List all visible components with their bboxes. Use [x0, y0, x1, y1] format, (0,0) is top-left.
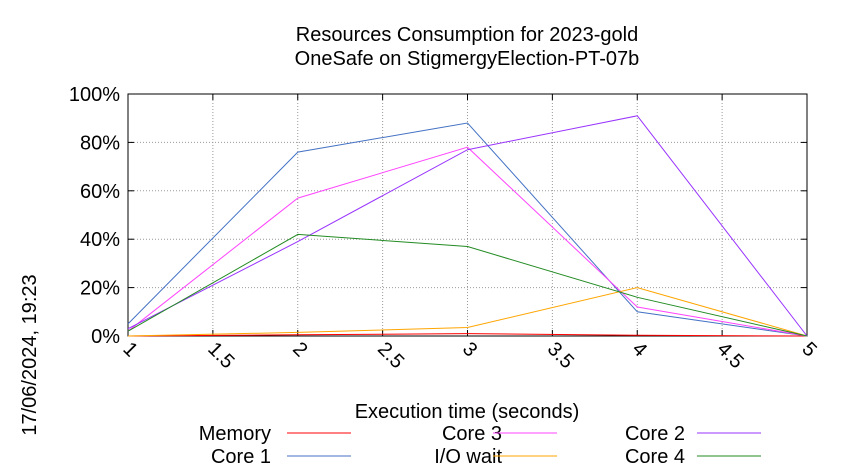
series-line-memory	[127, 333, 808, 337]
y-tick-label: 40%	[80, 229, 120, 251]
x-tick-label: 4	[628, 338, 651, 361]
series-line-i-o-wait	[127, 287, 808, 337]
x-tick-label: 1.5	[203, 338, 238, 373]
series-lines	[127, 115, 808, 337]
legend-label: Core 1	[211, 446, 271, 468]
x-tick-label: 4.5	[713, 338, 748, 373]
legend-label: Core 4	[625, 446, 685, 468]
x-tick-label: 1	[118, 338, 141, 361]
series-line-core-4	[127, 233, 808, 337]
series-line-core-3	[127, 146, 808, 337]
y-tick-label: 100%	[69, 84, 120, 106]
x-tick-label: 2.5	[373, 338, 408, 373]
x-tick-label: 3	[458, 338, 481, 361]
x-tick-label: 2	[288, 338, 311, 361]
y-tick-label: 20%	[80, 278, 120, 300]
series-line-core-1	[127, 122, 808, 337]
x-axis: 1 1.5 2 2.5 3 3.5 4 4.5 5	[118, 94, 821, 373]
series-line-core-2	[127, 115, 808, 337]
chart-title: Resources Consumption for 2023-gold	[296, 24, 638, 46]
grid	[128, 94, 807, 336]
y-tick-label: 80%	[80, 132, 120, 154]
x-tick-label: 5	[797, 338, 820, 361]
chart-subtitle: OneSafe on StigmergyElection-PT-07b	[295, 48, 640, 70]
y-axis: 0% 20% 40% 60% 80% 100%	[69, 84, 807, 348]
legend-label: Memory	[199, 423, 271, 445]
x-axis-label: Execution time (seconds)	[355, 401, 580, 423]
y-tick-label: 0%	[91, 326, 120, 348]
legend-label: Core 3	[442, 423, 502, 445]
legend-label: I/O wait	[434, 446, 502, 468]
timestamp-label: 17/06/2024, 19:23	[19, 274, 41, 435]
legend-label: Core 2	[625, 423, 685, 445]
x-tick-label: 3.5	[543, 338, 578, 373]
y-tick-label: 60%	[80, 181, 120, 203]
